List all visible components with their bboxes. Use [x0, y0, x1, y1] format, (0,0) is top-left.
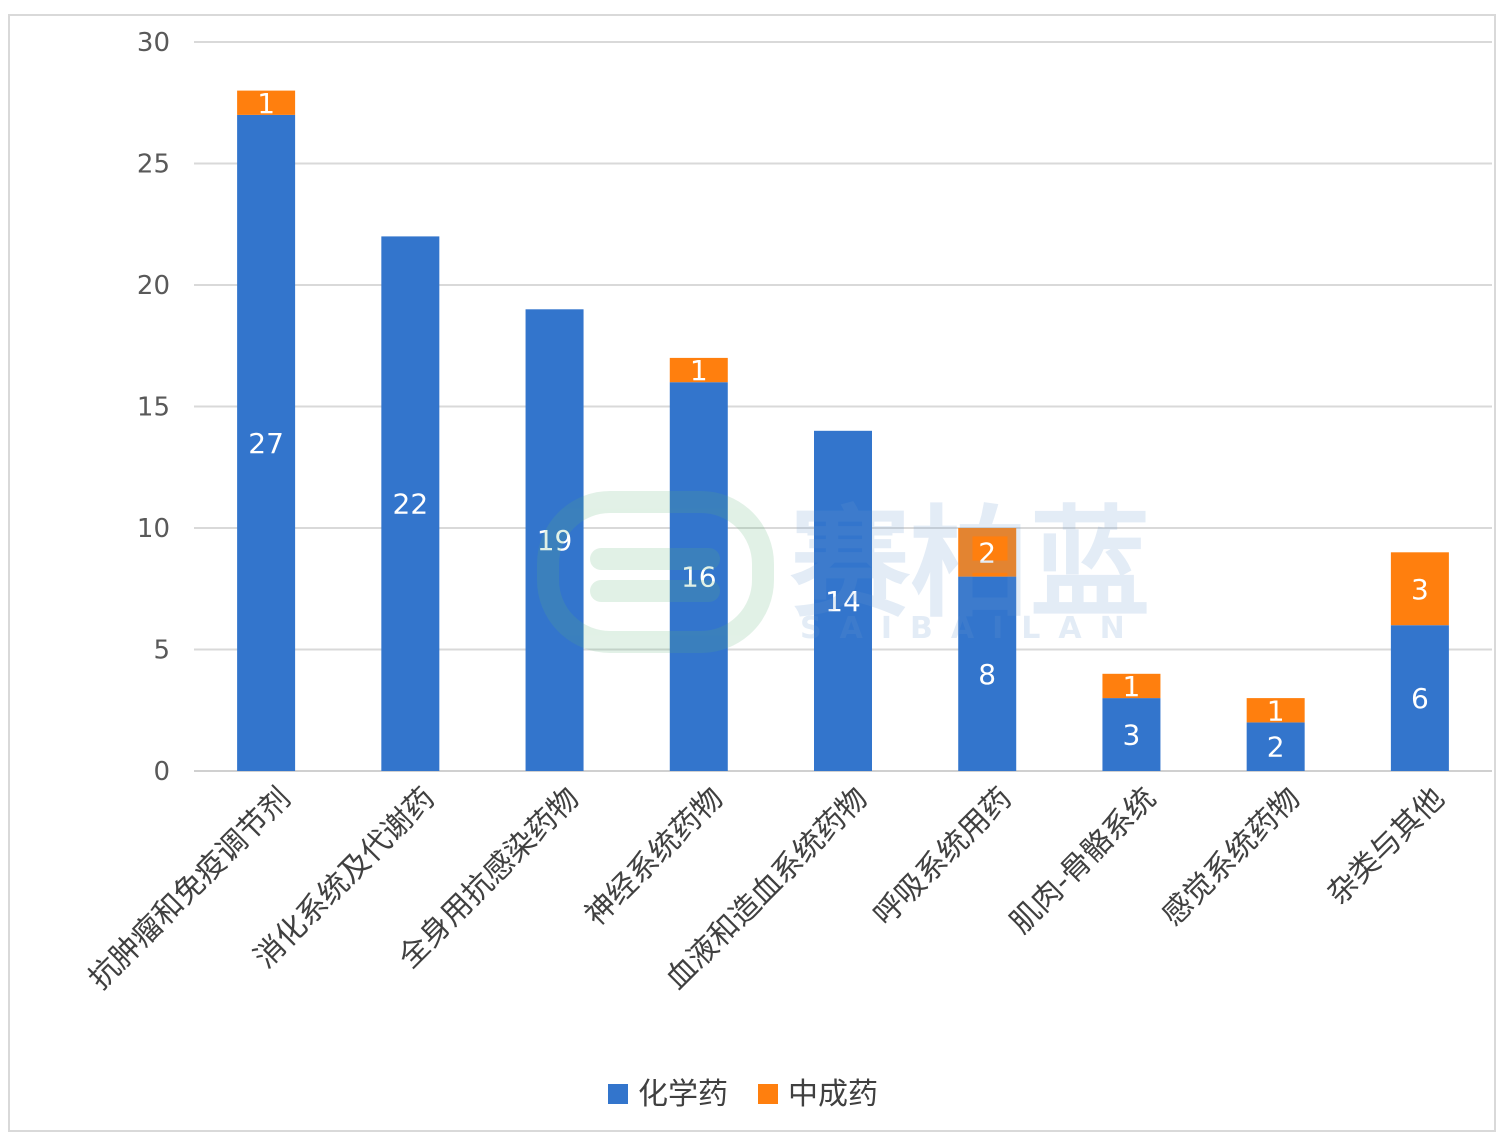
legend-swatch-chem	[608, 1084, 628, 1104]
y-tick-label: 0	[153, 757, 170, 787]
data-label: 1	[1123, 670, 1141, 703]
data-label: 1	[1267, 694, 1285, 727]
bar-chem	[381, 236, 440, 771]
bar-tcm	[1246, 698, 1305, 723]
bar-tcm	[1102, 673, 1161, 699]
bar-chem	[237, 114, 296, 771]
bar-chem	[958, 576, 1017, 771]
y-tick-label: 30	[137, 28, 170, 58]
data-label: 2	[978, 536, 996, 569]
watermark-logo-bar	[590, 580, 720, 602]
bar-chem	[1246, 722, 1305, 771]
y-tick-label: 20	[137, 271, 170, 301]
x-category-label: 神经系统药物	[578, 781, 730, 933]
data-label: 22	[393, 488, 429, 521]
y-tick-label: 15	[137, 393, 170, 423]
y-tick-label: 25	[137, 150, 170, 180]
y-axis-ticks: 0 5 10 15 20 25 30	[137, 28, 170, 787]
x-category-label: 呼吸系统用药	[867, 781, 1019, 933]
watermark-text-en: SAIBAILAN	[800, 611, 1143, 646]
watermark-logo-bar	[590, 548, 720, 570]
legend-swatch-tcm	[758, 1084, 778, 1104]
legend-label-tcm: 中成药	[788, 1077, 878, 1112]
data-label: 2	[1267, 731, 1285, 764]
bar-chem	[1390, 625, 1449, 771]
bar-tcm	[958, 528, 1017, 577]
legend-label-chem: 化学药	[638, 1077, 728, 1112]
data-label: 8	[978, 658, 996, 691]
legend: 化学药 中成药	[608, 1077, 878, 1112]
x-category-label: 肌肉-骨骼系统	[1003, 781, 1163, 941]
data-label: 3	[1411, 573, 1429, 606]
data-label: 19	[537, 524, 573, 557]
data-label: 27	[248, 427, 284, 460]
bar-tcm	[1390, 552, 1449, 626]
bar-chem	[525, 309, 584, 771]
y-tick-label: 5	[153, 636, 170, 666]
data-label: 1	[690, 354, 708, 387]
data-label: 14	[825, 585, 861, 618]
x-category-label: 感觉系统药物	[1155, 781, 1307, 933]
data-label: 6	[1411, 682, 1429, 715]
data-label: 1	[257, 87, 275, 120]
y-tick-label: 10	[137, 514, 170, 544]
bar-chem	[814, 430, 872, 771]
watermark-text-cn: 赛柏蓝	[790, 495, 1150, 634]
watermark-logo-ring	[537, 491, 774, 653]
bar-tcm	[669, 357, 728, 383]
bar-chem	[1102, 698, 1161, 771]
bar-chem	[669, 382, 728, 771]
x-axis-labels: 抗肿瘤和免疫调节剂消化系统及代谢药全身用抗感染药物神经系统药物血液和造血系统药物…	[82, 781, 1451, 997]
data-label: 16	[681, 561, 717, 594]
x-category-label: 杂类与其他	[1321, 781, 1452, 912]
data-label: 3	[1123, 719, 1141, 752]
bar-tcm	[237, 90, 296, 115]
